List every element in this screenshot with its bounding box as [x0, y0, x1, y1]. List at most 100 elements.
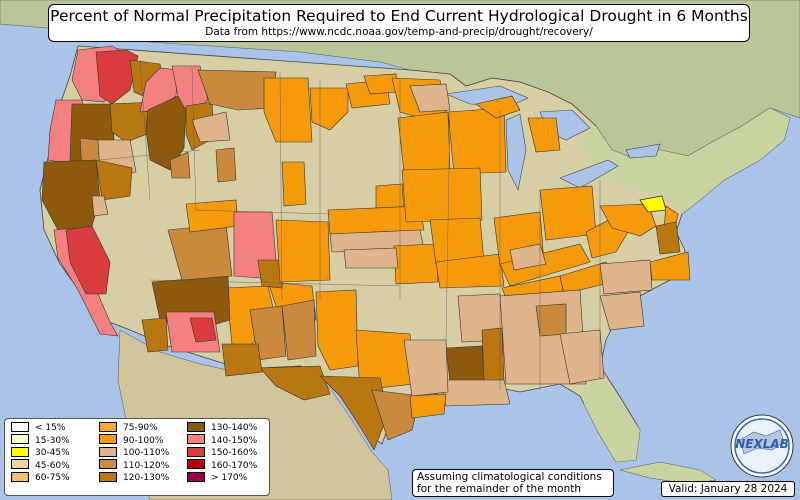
region-ms-west	[481, 327, 505, 383]
region-tx-west	[259, 365, 331, 401]
valid-date: Valid: January 28 2024	[661, 481, 795, 497]
legend-label: > 170%	[211, 473, 248, 483]
legend-item: 15-30%	[11, 434, 70, 448]
region-nc-east	[649, 251, 691, 281]
region-mt-central	[263, 77, 313, 143]
legend-swatch	[187, 446, 205, 457]
region-ca-northeast	[95, 159, 133, 201]
legend-item: 75-90%	[99, 421, 169, 435]
legend-label: 100-110%	[123, 448, 170, 458]
note-line-2: for the remainder of the month	[417, 483, 582, 495]
region-mt-south	[191, 111, 231, 143]
page-subtitle: Data from https://www.ncdc.noaa.gov/temp…	[205, 26, 593, 38]
legend-label: 150-160%	[211, 448, 258, 458]
legend-label: 90-100%	[123, 435, 164, 446]
region-tx-coast	[371, 389, 421, 441]
region-nc-piedmont	[599, 259, 653, 295]
region-wa-cascades	[95, 49, 139, 105]
title-box: Percent of Normal Precipitation Required…	[48, 4, 750, 42]
legend-column-1: < 15% 15-30% 30-45% 45-60% 60-75%	[11, 421, 70, 485]
cuba-land	[619, 461, 717, 485]
nexlab-logo: NEXLAB	[730, 414, 794, 478]
region-ca-sierra	[91, 195, 109, 217]
region-mo	[435, 253, 505, 289]
legend-label: 110-120%	[123, 460, 170, 471]
region-az-west	[141, 317, 169, 353]
region-wy-west	[215, 147, 237, 183]
legend-column-3: 130-140% 140-150% 150-160% 160-170% > 170%	[187, 421, 258, 485]
region-ks-east	[393, 243, 439, 285]
legend-column-2: 75-90% 90-100% 100-110% 110-120% 120-130%	[99, 421, 170, 485]
legend-swatch	[99, 434, 117, 444]
legend-swatch	[11, 434, 29, 444]
region-ks-central	[343, 247, 399, 269]
legend-swatch	[99, 446, 117, 457]
note-line-1: Assuming climatological conditions	[417, 471, 602, 483]
region-wi	[447, 107, 507, 175]
florida-green	[582, 380, 640, 462]
legend-item: 150-160%	[187, 446, 258, 460]
region-nc-coast	[655, 221, 681, 255]
region-ut-west	[185, 199, 239, 233]
region-co-east	[275, 219, 331, 283]
region-la-north	[445, 345, 485, 383]
legend-swatch	[11, 446, 29, 457]
region-mi-upper	[475, 95, 521, 119]
legend-swatch	[99, 471, 117, 482]
legend-swatch	[11, 471, 29, 482]
legend-swatch	[99, 459, 117, 469]
region-mt-east	[309, 87, 349, 131]
region-nm-south	[221, 343, 263, 377]
legend-swatch	[187, 471, 205, 482]
region-az-se	[189, 317, 217, 343]
legend-label: 45-60%	[35, 460, 70, 471]
region-mi-lower	[527, 117, 561, 153]
region-tx-panhandle	[315, 289, 359, 371]
region-tx-gulf	[409, 393, 447, 419]
legend-label: 160-170%	[211, 460, 258, 471]
legend-item: 90-100%	[99, 434, 169, 448]
legend-swatch	[11, 459, 29, 469]
legend-item: > 170%	[187, 471, 257, 485]
legend-item: 120-130%	[99, 471, 170, 485]
legend-label: 130-140%	[211, 423, 258, 433]
legend-swatch	[187, 459, 205, 469]
legend-label: 75-90%	[123, 423, 158, 433]
region-ky-mid	[509, 243, 547, 271]
legend-label: 120-130%	[123, 473, 170, 483]
legend-item: 110-120%	[99, 459, 170, 473]
legend-swatch	[187, 421, 205, 432]
legend-label: 60-75%	[35, 473, 70, 483]
legend-item: 160-170%	[187, 459, 258, 473]
region-nm-central	[249, 305, 287, 361]
region-nm-east	[281, 299, 317, 361]
legend-swatch	[99, 421, 117, 432]
legend-item: 100-110%	[99, 446, 170, 460]
region-ky	[499, 243, 591, 287]
legend-item: 30-45%	[11, 446, 70, 460]
legend: < 15% 15-30% 30-45% 45-60% 60-75% 75-90% 90-1…	[4, 418, 270, 496]
legend-item: 60-75%	[11, 471, 70, 485]
region-mt-west	[197, 69, 277, 111]
region-al-central	[535, 303, 567, 337]
legend-label: 30-45%	[35, 448, 70, 458]
assumption-note: Assuming climatological conditions for t…	[412, 469, 614, 497]
state-borders	[99, 59, 601, 390]
region-mn-south	[397, 111, 451, 173]
eastern-green-region	[580, 108, 790, 214]
region-tx-south	[319, 375, 389, 451]
region-va	[599, 203, 657, 237]
region-nd-north	[363, 73, 399, 95]
region-id-sw	[169, 151, 191, 179]
region-ca-central	[65, 225, 111, 295]
region-wy-east	[281, 161, 307, 207]
legend-item: 140-150%	[187, 434, 257, 448]
legend-swatch	[187, 434, 205, 444]
legend-label: < 15%	[35, 423, 66, 433]
legend-item: 45-60%	[11, 459, 70, 473]
region-ga-fl	[559, 329, 605, 385]
legend-item: 130-140%	[187, 421, 258, 435]
page-title: Percent of Normal Precipitation Required…	[50, 7, 748, 25]
logo-text: NEXLAB	[735, 437, 789, 451]
